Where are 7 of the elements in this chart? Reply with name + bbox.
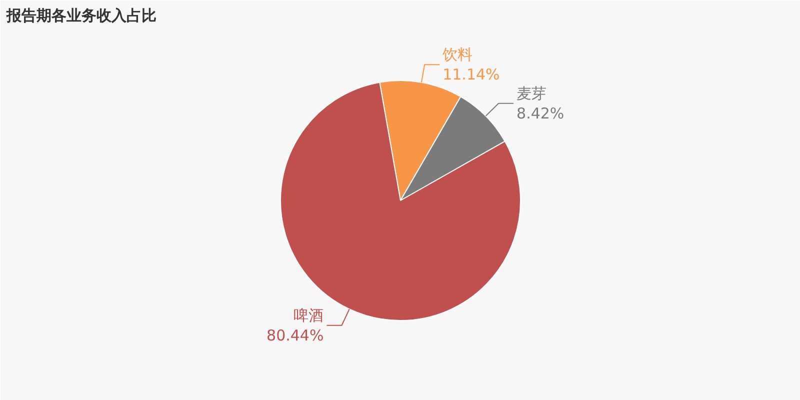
data-label: 80.44% — [266, 326, 324, 344]
slice-label: 饮料 — [442, 46, 473, 64]
slice-label: 麦芽 — [516, 84, 547, 102]
data-label: 11.14% — [442, 66, 500, 84]
data-label: 8.42% — [516, 104, 564, 122]
slice-label: 啤酒 — [294, 306, 324, 324]
text: 报告期各业务收入占比 — [6, 6, 156, 24]
